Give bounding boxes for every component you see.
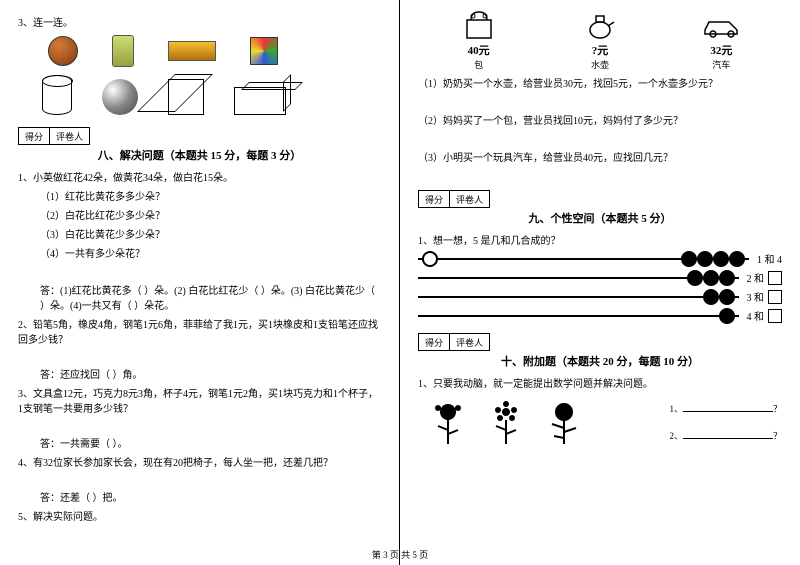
q3-text: 3、连一连。 [18, 14, 381, 29]
abacus-row-2: 2 和 [418, 270, 782, 285]
abacus: 1 和 4 2 和 3 和 4 和 [418, 251, 782, 323]
item-car: 32元 汽车 [701, 10, 741, 71]
score-box-10: 得分 评卷人 [418, 333, 782, 351]
bead-fill [703, 270, 719, 286]
q5-2: （2）妈妈买了一个包，营业员找回10元，妈妈付了多少元？ [418, 112, 782, 127]
bead-fill [713, 251, 729, 267]
bead-fill [719, 308, 735, 324]
rubik-cube-icon [250, 37, 278, 65]
score-label-9: 得分 [418, 190, 450, 208]
answer-box[interactable] [768, 290, 782, 304]
car-icon [701, 10, 741, 40]
snack-box-icon [168, 41, 216, 61]
blank-2-line[interactable] [683, 429, 773, 439]
q8-3: 3、文具盒12元，巧克力8元3角，杯子4元，钢笔1元2角，买1块巧克力和1个杯子… [18, 385, 381, 415]
q8-1-3: （3）白花比黄花少多少朵？ [40, 226, 381, 241]
grader-label: 评卷人 [50, 127, 90, 145]
flowers-row [428, 400, 584, 446]
blank-1-line[interactable] [683, 402, 773, 412]
sphere-icon [102, 79, 138, 115]
section-9-title: 九、个性空间（本题共 5 分） [418, 210, 782, 226]
q5-1: （1）奶奶买一个水壶，给营业员30元，找回5元，一个水壶多少元？ [418, 75, 782, 90]
q8-2-answer: 答：还应找回（ ）角。 [40, 366, 381, 381]
qmark-2: ？ [773, 431, 782, 441]
abacus-label-3: 3 和 [747, 289, 783, 304]
bag-price: 40元 [459, 42, 499, 58]
flower-icon-2 [486, 400, 526, 446]
kettle-icon [580, 10, 620, 40]
basketball-icon [48, 36, 78, 66]
shapes-top-row [48, 35, 381, 67]
section-8-title: 八、解决问题（本题共 15 分，每题 3 分） [18, 147, 381, 163]
grader-label-9: 评卷人 [450, 190, 490, 208]
kettle-label: 水壶 [580, 58, 620, 71]
shapes-bottom-row [42, 75, 381, 115]
bead-fill [719, 289, 735, 305]
score-box-8: 得分 评卷人 [18, 127, 381, 145]
abacus-row-4: 4 和 [418, 308, 782, 323]
score-label: 得分 [18, 127, 50, 145]
q8-4: 4、有32位家长参加家长会，现在有20把椅子，每人坐一把，还差几把？ [18, 454, 381, 469]
cuboid-icon [234, 87, 286, 115]
answer-box[interactable] [768, 271, 782, 285]
abacus-row-3: 3 和 [418, 289, 782, 304]
bead-fill [697, 251, 713, 267]
abacus-label-4: 4 和 [747, 308, 783, 323]
bead-fill [719, 270, 735, 286]
bead-fill [681, 251, 697, 267]
q8-3-answer: 答：一共需要（ ）。 [40, 435, 381, 450]
q8-1-answer: 答：(1)红花比黄花多（ ）朵。(2) 白花比红花少（ ）朵。(3) 白花比黄花… [40, 282, 381, 312]
cube-icon [168, 79, 204, 115]
bead-fill [729, 251, 745, 267]
blank-2-label: 2、 [669, 431, 683, 441]
price-items-row: 40元 包 ?元 水壶 32元 汽车 [418, 10, 782, 71]
q8-1: 1、小英做红花42朵，做黄花34朵，做白花15朵。 [18, 169, 381, 184]
q8-2: 2、铅笔5角，橡皮4角，钢笔1元6角，菲菲给了我1元，买1块橡皮和1支铅笔还应找… [18, 316, 381, 346]
bag-label: 包 [459, 58, 499, 71]
right-column: 40元 包 ?元 水壶 32元 汽车 （1）奶奶买一个水壶，给营业员30元，找回… [400, 0, 800, 565]
abacus-label-1: 1 和 4 [757, 251, 782, 266]
answer-box[interactable] [768, 309, 782, 323]
grader-label-10: 评卷人 [450, 333, 490, 351]
q8-1-4: （4）一共有多少朵花？ [40, 245, 381, 260]
q8-4-answer: 答：还差（ ）把。 [40, 489, 381, 504]
bead-fill [687, 270, 703, 286]
q8-1-1: （1）红花比黄花多多少朵？ [40, 188, 381, 203]
q8-5: 5、解决实际问题。 [18, 508, 381, 523]
score-box-9: 得分 评卷人 [418, 190, 782, 208]
car-price: 32元 [701, 42, 741, 58]
blank-1-label: 1、 [669, 404, 683, 414]
score-label-10: 得分 [418, 333, 450, 351]
qmark-1: ？ [773, 404, 782, 414]
q9-1: 1、想一想，5 是几和几合成的？ [418, 232, 782, 247]
can-icon [112, 35, 134, 67]
left-column: 3、连一连。 得分 评卷人 八、解决问题（本题共 15 分，每题 3 分） 1、… [0, 0, 400, 565]
item-kettle: ?元 水壶 [580, 10, 620, 71]
page-footer: 第 3 页 共 5 页 [0, 548, 800, 561]
flower-icon-1 [428, 400, 468, 446]
flower-icon-3 [544, 400, 584, 446]
abacus-row-1: 1 和 4 [418, 251, 782, 266]
bag-icon [459, 10, 499, 40]
q10-1: 1、只要我动脑，就一定能提出数学问题并解决问题。 [418, 375, 782, 390]
q5-3: （3）小明买一个玩具汽车，给营业员40元，应找回几元？ [418, 149, 782, 164]
item-bag: 40元 包 [459, 10, 499, 71]
answer-blanks: 1、 ？ 2、 ？ [669, 402, 782, 442]
abacus-label-2: 2 和 [747, 270, 783, 285]
car-label: 汽车 [701, 58, 741, 71]
kettle-price: ?元 [580, 42, 620, 58]
q8-1-2: （2）白花比红花少多少朵？ [40, 207, 381, 222]
cylinder-icon [42, 75, 72, 115]
section-10-title: 十、附加题（本题共 20 分，每题 10 分） [418, 353, 782, 369]
bead-open [422, 251, 438, 267]
bead-fill [703, 289, 719, 305]
